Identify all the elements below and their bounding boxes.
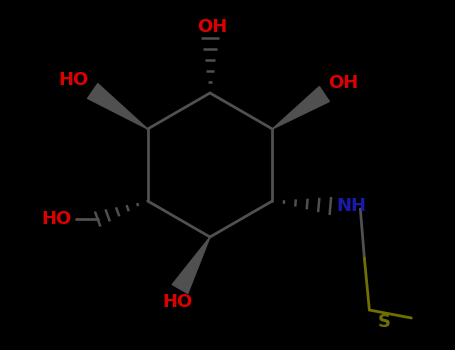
- Text: NH: NH: [336, 197, 366, 215]
- Text: HO: HO: [163, 293, 193, 311]
- Polygon shape: [87, 84, 147, 129]
- Polygon shape: [273, 86, 329, 129]
- Polygon shape: [172, 237, 210, 294]
- Text: HO: HO: [58, 71, 89, 89]
- Text: OH: OH: [197, 18, 227, 36]
- Text: S: S: [377, 313, 390, 331]
- Text: HO: HO: [41, 210, 71, 228]
- Text: OH: OH: [329, 74, 359, 92]
